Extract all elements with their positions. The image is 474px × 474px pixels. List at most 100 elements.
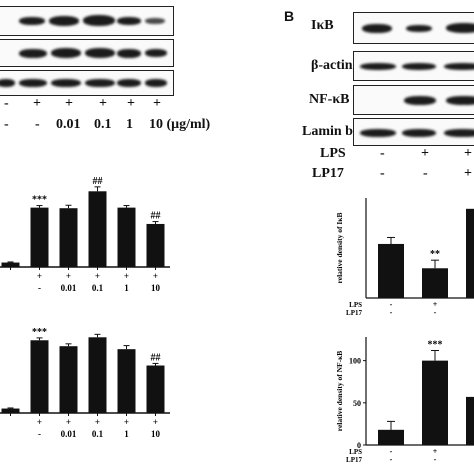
significance-label: *** xyxy=(32,327,47,338)
bar xyxy=(146,223,165,267)
bar xyxy=(378,243,404,298)
significance-label: ** xyxy=(430,249,440,260)
bar xyxy=(117,207,136,267)
right-blot-beta-actin xyxy=(353,51,474,81)
lp17-label: LP17 xyxy=(312,166,344,181)
blot-band xyxy=(145,79,167,87)
treatment-row2-label: 0.1 xyxy=(92,429,104,439)
left-blot-1 xyxy=(0,6,174,36)
y-axis-label: relative density of IκB xyxy=(335,213,344,284)
blot-band xyxy=(402,129,436,137)
right-blot-nfkb xyxy=(353,85,474,115)
right-blot-ikb xyxy=(353,12,474,44)
significance-label: ## xyxy=(151,211,161,222)
blot-band xyxy=(51,79,81,87)
left-plus-3: + xyxy=(99,96,107,111)
bar xyxy=(1,262,20,267)
left-minus-first: - xyxy=(4,96,9,111)
bar xyxy=(59,208,78,267)
blot-band xyxy=(444,63,474,70)
blot-label-beta-actin: β-actin xyxy=(311,58,353,73)
blot-band xyxy=(362,24,392,33)
blot-band xyxy=(145,18,165,24)
lps-value: + xyxy=(433,300,438,309)
blot-band xyxy=(404,96,436,105)
treatment-row1-label: + xyxy=(37,417,42,427)
left-dose-5: 10 (μg/ml) xyxy=(149,117,211,132)
blot-band xyxy=(19,17,45,25)
bar xyxy=(1,408,20,413)
treatment-row1-label: + xyxy=(66,417,71,427)
left-plus-2: + xyxy=(65,96,73,111)
y-axis-label: relative density of NF-κB xyxy=(335,351,344,431)
lp17-value-3: + xyxy=(464,166,472,181)
lp17-value-1: - xyxy=(380,166,385,181)
treatment-row2-label: 0.01 xyxy=(61,429,77,439)
treatment-row2-label: - xyxy=(38,429,41,439)
blot-band xyxy=(117,79,141,87)
left-plus-4: + xyxy=(127,96,135,111)
blot-band xyxy=(117,49,141,58)
left-blot-3 xyxy=(0,70,174,96)
lps-value-2: + xyxy=(421,146,429,161)
treatment-row1-label: + xyxy=(95,271,100,281)
y-tick-label: 100 xyxy=(349,357,361,366)
lps-value-1: - xyxy=(380,146,385,161)
blot-band xyxy=(83,15,115,26)
blot-band xyxy=(117,17,141,25)
blot-label-ikb: IκB xyxy=(311,18,334,33)
right-blot-lamin-b xyxy=(353,118,474,146)
blot-label-nfkb: NF-κB xyxy=(309,92,350,107)
lp17-value: - xyxy=(434,455,437,464)
lps-value: + xyxy=(433,447,438,456)
blot-band xyxy=(51,48,81,58)
blot-band xyxy=(19,79,47,87)
blot-band xyxy=(446,23,474,33)
y-tick-label: 0 xyxy=(357,441,361,450)
bar xyxy=(88,337,107,413)
left-plus-5: + xyxy=(153,96,161,111)
significance-label: *** xyxy=(32,195,47,206)
lps-value: - xyxy=(390,447,393,456)
left-bottom-bar-chart: *** + - +0.01 +0.1 +1 ## +10 xyxy=(0,327,170,439)
lps-row-label: LPS xyxy=(349,448,362,456)
significance-label: ## xyxy=(151,352,161,363)
bar xyxy=(466,396,474,445)
left-dose-1: - xyxy=(35,117,40,132)
treatment-row2-label: - xyxy=(38,283,41,293)
bar xyxy=(59,346,78,413)
lp17-row-label: LP17 xyxy=(346,456,362,464)
treatment-row2-label: 10 xyxy=(151,429,161,439)
blot-band xyxy=(360,63,396,70)
blot-band xyxy=(444,129,474,137)
blot-band xyxy=(406,25,432,32)
significance-label: *** xyxy=(428,340,443,351)
treatment-row1-label: + xyxy=(37,271,42,281)
treatment-row1-label: + xyxy=(124,271,129,281)
lp17-value: - xyxy=(434,308,437,317)
treatment-row2-label: 1 xyxy=(124,283,129,293)
blot-band xyxy=(402,63,436,70)
bar xyxy=(30,340,49,413)
lp17-value: - xyxy=(390,455,393,464)
blot-band xyxy=(85,48,115,58)
bar xyxy=(146,365,165,413)
blot-band xyxy=(49,16,79,26)
blot-band xyxy=(19,49,47,58)
y-tick-label: 50 xyxy=(353,399,361,408)
treatment-row1-label: + xyxy=(153,417,158,427)
lps-label: LPS xyxy=(320,146,346,161)
blot-band xyxy=(446,96,474,105)
bar xyxy=(466,208,474,298)
treatment-row2-label: 10 xyxy=(151,283,161,293)
bar xyxy=(117,349,136,413)
left-blot-2 xyxy=(0,39,174,67)
bar xyxy=(422,268,448,298)
blot-band xyxy=(145,49,167,57)
blot-band xyxy=(0,79,15,87)
blot-label-lamin-b: Lamin b xyxy=(302,124,353,139)
lp17-row-label: LP17 xyxy=(346,309,362,317)
bar xyxy=(30,207,49,267)
